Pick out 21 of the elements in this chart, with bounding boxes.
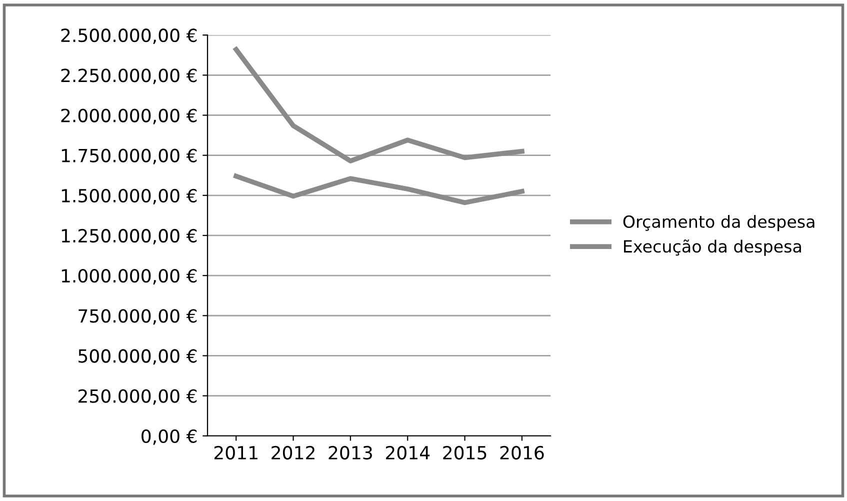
y-tick-label: 2.250.000,00 € <box>61 68 197 84</box>
x-tick-label: 2012 <box>272 446 314 460</box>
y-tick-label: 750.000,00 € <box>78 309 197 325</box>
y-tick-label: 1.750.000,00 € <box>62 148 197 164</box>
x-tick-label: 2011 <box>214 446 258 460</box>
x-tick-label: 2014 <box>386 446 430 460</box>
x-tick-label: 2015 <box>443 446 486 460</box>
legend-label: Execução da despesa <box>624 239 801 256</box>
line-series <box>234 174 524 206</box>
y-tick-label: 1.250.000,00 € <box>62 228 197 244</box>
x-tick-label: 2013 <box>328 446 372 460</box>
line-series <box>234 47 524 164</box>
legend-label: Orçamento da despesa <box>623 215 814 232</box>
y-tick-label: 1.000.000,00 € <box>62 269 197 285</box>
y-tick-label: 500.000,00 € <box>78 349 197 365</box>
y-tick-label: 2.000.000,00 € <box>61 108 197 124</box>
y-tick-label: 2.500.000,00 € <box>61 28 197 44</box>
y-tick-label: 0,00 € <box>142 429 197 445</box>
x-tick-label: 2016 <box>500 446 544 460</box>
y-tick-label: 250.000,00 € <box>78 389 197 405</box>
y-tick-label: 1.500.000,00 € <box>62 188 197 204</box>
